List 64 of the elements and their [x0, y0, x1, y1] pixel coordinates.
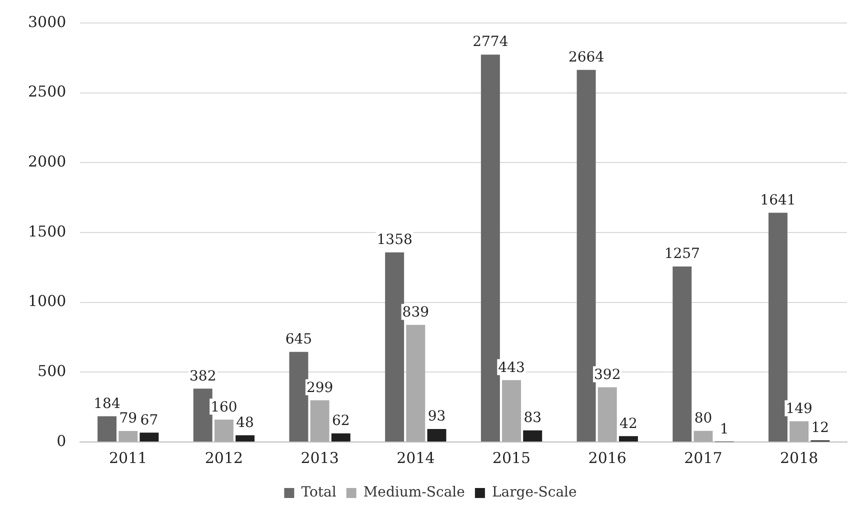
data-label: 79	[119, 410, 138, 427]
data-label: 93	[428, 408, 446, 425]
y-tick-label: 500	[38, 362, 66, 380]
x-tick-label: 2016	[588, 448, 626, 467]
data-label: 12	[811, 420, 830, 436]
bar	[289, 352, 308, 442]
data-label: 2774	[472, 34, 508, 50]
data-label: 2664	[568, 50, 604, 66]
bar	[98, 416, 116, 442]
bar	[618, 436, 638, 442]
y-tick-label: 0	[56, 432, 66, 450]
data-label: 1641	[760, 192, 796, 208]
bar	[236, 435, 255, 442]
bar	[768, 212, 788, 442]
data-label: 149	[786, 400, 812, 417]
x-tick-label: 2011	[109, 448, 148, 467]
bar	[694, 430, 713, 442]
bar	[502, 380, 522, 442]
bar	[118, 430, 138, 442]
legend-label: Total	[301, 484, 337, 501]
y-tick-label: 2500	[28, 82, 66, 101]
data-label: 160	[210, 399, 238, 416]
bar	[406, 324, 426, 442]
x-tick-label: 2012	[204, 448, 244, 467]
data-label: 839	[402, 304, 430, 320]
x-tick-label: 2013	[300, 448, 339, 467]
data-label: 1257	[664, 246, 700, 262]
bar	[385, 252, 404, 442]
bar	[310, 400, 330, 442]
bar	[598, 387, 617, 442]
bar	[790, 421, 809, 442]
x-tick-label: 2018	[780, 448, 818, 467]
data-label: 62	[332, 412, 350, 429]
legend-label: Medium-Scale	[363, 484, 465, 501]
data-label: 80	[694, 410, 712, 426]
bar	[576, 70, 596, 442]
data-label: 42	[620, 416, 638, 432]
x-tick-label: 2014	[396, 448, 435, 467]
x-tick-label: 2015	[492, 448, 531, 467]
data-label: 299	[306, 380, 334, 396]
bar	[427, 429, 446, 442]
x-tick-label: 2017	[684, 448, 722, 467]
y-tick-label: 1500	[28, 222, 66, 240]
data-label: 1358	[376, 232, 412, 248]
bar	[480, 54, 500, 442]
data-label: 443	[498, 360, 525, 376]
legend-label: Large-Scale	[492, 484, 577, 501]
bar	[214, 420, 234, 442]
data-label: 184	[94, 396, 120, 412]
y-tick-label: 1000	[28, 292, 66, 310]
data-label: 1	[720, 422, 729, 438]
data-label: 392	[594, 366, 621, 383]
data-label: 83	[524, 410, 542, 426]
bar	[523, 430, 542, 442]
y-tick-label: 2000	[28, 152, 66, 171]
bar	[331, 433, 350, 442]
y-tick-label: 3000	[28, 12, 66, 31]
bar	[672, 266, 692, 442]
data-label: 382	[190, 368, 216, 384]
bar	[193, 388, 212, 442]
data-label: 48	[236, 414, 254, 431]
bar	[140, 432, 159, 442]
data-label: 645	[285, 332, 312, 348]
data-label: 67	[140, 412, 158, 428]
